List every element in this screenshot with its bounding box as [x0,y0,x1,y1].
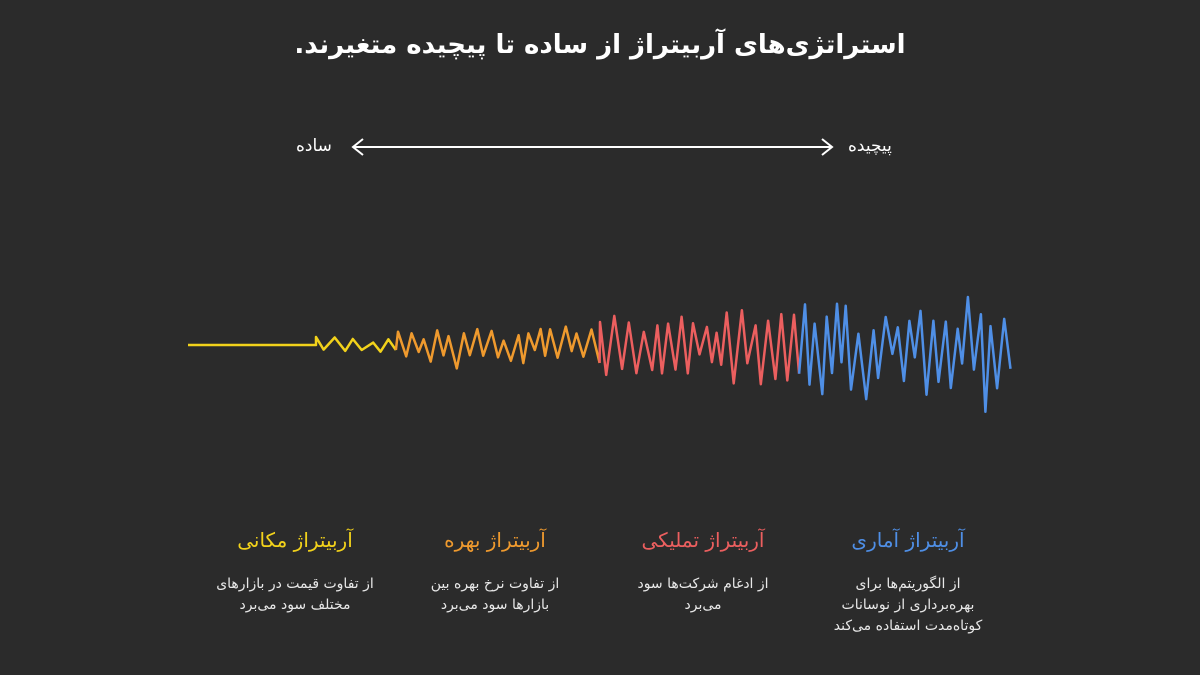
strategy-interest: آربیتراژ بهره از تفاوت نرخ بهره بین بازا… [385,528,605,616]
desc-line: از تفاوت نرخ بهره بین [430,576,560,592]
strategy-statistical: آربیتراژ آماری از الگوریتم‌ها برای بهره‌… [798,528,1018,637]
desc-line: بهره‌برداری از نوسانات [841,597,975,613]
wave-segment-interest [394,325,601,370]
strategy-merger: آربیتراژ تملیکی از ادغام شرکت‌ها سود می‌… [593,528,813,616]
desc-line: از تفاوت قیمت در بازارهای [216,576,374,592]
wave-segment-statistical [797,295,1012,414]
scale-label-simple: ساده [296,136,332,156]
desc-line: می‌برد [684,597,722,613]
strategy-description: از ادغام شرکت‌ها سود می‌برد [593,574,813,616]
strategy-title: آربیتراژ آماری [851,528,965,552]
desc-line: از ادغام شرکت‌ها سود [637,576,769,592]
desc-line: کوتاه‌مدت استفاده می‌کند [833,618,983,634]
desc-line: مختلف سود می‌برد [239,597,351,613]
desc-line: از الگوریتم‌ها برای [855,576,961,592]
strategy-spatial: آربیتراژ مکانی از تفاوت قیمت در بازارهای… [185,528,405,616]
strategy-description: از تفاوت قیمت در بازارهای مختلف سود می‌ب… [185,574,405,616]
scale-label-complex: پیچیده [848,136,892,156]
desc-line: بازارها سود می‌برد [440,597,550,613]
page-title: استراتژی‌های آربیتراژ از ساده تا پیچیده … [294,30,906,60]
wave-segment-spatial [188,335,397,353]
strategy-description: از تفاوت نرخ بهره بین بازارها سود می‌برد [385,574,605,616]
strategy-title: آربیتراژ مکانی [237,528,353,552]
strategy-description: از الگوریتم‌ها برای بهره‌برداری از نوسان… [798,574,1018,637]
strategy-title: آربیتراژ تملیکی [641,528,765,552]
strategy-title: آربیتراژ بهره [444,528,546,552]
wave-segment-merger [598,308,801,386]
